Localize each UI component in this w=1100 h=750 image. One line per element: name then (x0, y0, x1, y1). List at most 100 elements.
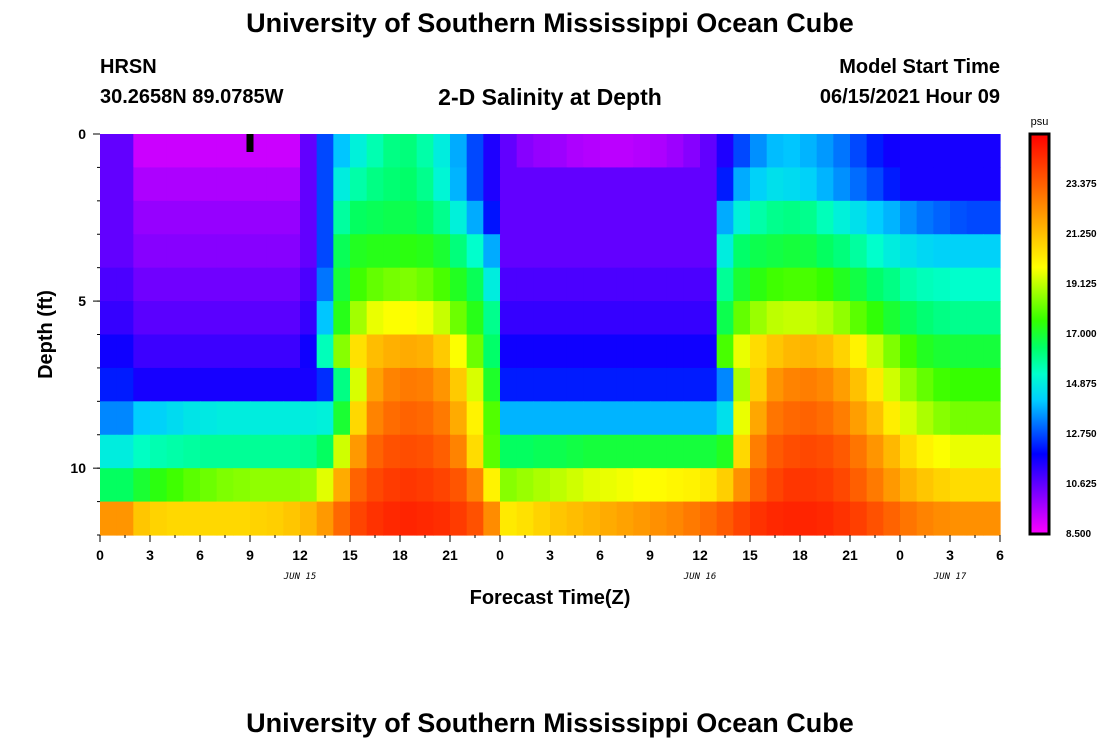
heatmap-cell (966, 401, 984, 436)
heatmap-cell (450, 434, 468, 469)
heatmap-cell (283, 434, 301, 469)
heatmap-cell (250, 367, 268, 402)
heatmap-cell (366, 134, 384, 169)
heatmap-cell (850, 468, 868, 503)
heatmap-cell (250, 334, 268, 369)
heatmap-cell (633, 434, 651, 469)
heatmap-cell (550, 334, 568, 369)
heatmap-cell (833, 167, 851, 202)
heatmap-cell (633, 401, 651, 436)
heatmap-cell (583, 234, 601, 269)
heatmap-cell (100, 367, 118, 402)
heatmap-cell (583, 267, 601, 302)
heatmap-cell (700, 267, 718, 302)
heatmap-cell (833, 134, 851, 169)
heatmap-cell (866, 200, 884, 235)
x-tick-label: 3 (146, 547, 154, 563)
heatmap-cell (766, 167, 784, 202)
heatmap-cell (250, 234, 268, 269)
heatmap-cell (233, 501, 251, 536)
heatmap-cell (800, 267, 818, 302)
heatmap-cell (100, 301, 118, 336)
heatmap-cell (533, 501, 551, 536)
heatmap-cell (966, 267, 984, 302)
colorbar-bar (1028, 132, 1051, 536)
heatmap-cell (516, 200, 534, 235)
heatmap-cell (883, 301, 901, 336)
heatmap-cell (900, 367, 918, 402)
heatmap-cell (283, 234, 301, 269)
heatmap-cell (416, 367, 434, 402)
heatmap-cell (383, 367, 401, 402)
x-tick-label: 0 (96, 547, 104, 563)
heatmap-cell (466, 401, 484, 436)
heatmap-cell (350, 234, 368, 269)
heatmap-cell (666, 301, 684, 336)
heatmap-cell (566, 367, 584, 402)
heatmap-cell (916, 501, 934, 536)
heatmap-cell (883, 134, 901, 169)
heatmap-cell (916, 301, 934, 336)
heatmap-cell (483, 468, 501, 503)
heatmap-cell (166, 434, 184, 469)
heatmap-cell (283, 301, 301, 336)
heatmap-cell (600, 401, 618, 436)
heatmap-cell (583, 167, 601, 202)
heatmap-cell (650, 334, 668, 369)
heatmap-cell (833, 501, 851, 536)
heatmap-cell (250, 134, 268, 169)
heatmap-cell (283, 468, 301, 503)
heatmap-cell (800, 200, 818, 235)
heatmap-cell (866, 267, 884, 302)
heatmap-cell (150, 200, 168, 235)
heatmap-cell (400, 267, 418, 302)
heatmap-cell (866, 401, 884, 436)
heatmap-cell (866, 167, 884, 202)
heatmap-cell (266, 167, 284, 202)
heatmap-cell (833, 468, 851, 503)
heatmap-cell (400, 401, 418, 436)
x-tick-label: 3 (546, 547, 554, 563)
heatmap-cell (566, 234, 584, 269)
heatmap-cell (466, 234, 484, 269)
heatmap-cell (216, 134, 234, 169)
model-start-label: Model Start Time (839, 56, 1000, 78)
heatmap-cell (783, 334, 801, 369)
heatmap-cell (433, 501, 451, 536)
heatmap-cell (283, 367, 301, 402)
heatmap-cell (616, 167, 634, 202)
heatmap-cell (233, 234, 251, 269)
heatmap-cell (100, 468, 118, 503)
heatmap-cell (216, 468, 234, 503)
heatmap-cell (216, 267, 234, 302)
heatmap-cell (866, 367, 884, 402)
heatmap-cell (966, 468, 984, 503)
heatmap-cell (250, 401, 268, 436)
heatmap-cell (750, 401, 768, 436)
heatmap-cell (500, 401, 518, 436)
heatmap-cell (316, 234, 334, 269)
heatmap-cell (433, 234, 451, 269)
heatmap-cell (750, 267, 768, 302)
heatmap-cell (883, 434, 901, 469)
heatmap-cell (883, 401, 901, 436)
heatmap-cell (250, 468, 268, 503)
heatmap-cell (766, 267, 784, 302)
heatmap-cell (133, 367, 151, 402)
heatmap-cell (183, 301, 201, 336)
heatmap-cell (783, 167, 801, 202)
heatmap-cell (416, 401, 434, 436)
heatmap-cell (883, 334, 901, 369)
heatmap-cell (933, 468, 951, 503)
heatmap-cell (516, 434, 534, 469)
heatmap-cell (800, 301, 818, 336)
heatmap-cell (133, 468, 151, 503)
x-tick-label: 18 (392, 547, 408, 563)
heatmap-cell (133, 334, 151, 369)
heatmap-cell (433, 334, 451, 369)
heatmap-cell (166, 468, 184, 503)
heatmap-cell (700, 367, 718, 402)
heatmap-cell (283, 401, 301, 436)
heatmap-cell (316, 367, 334, 402)
